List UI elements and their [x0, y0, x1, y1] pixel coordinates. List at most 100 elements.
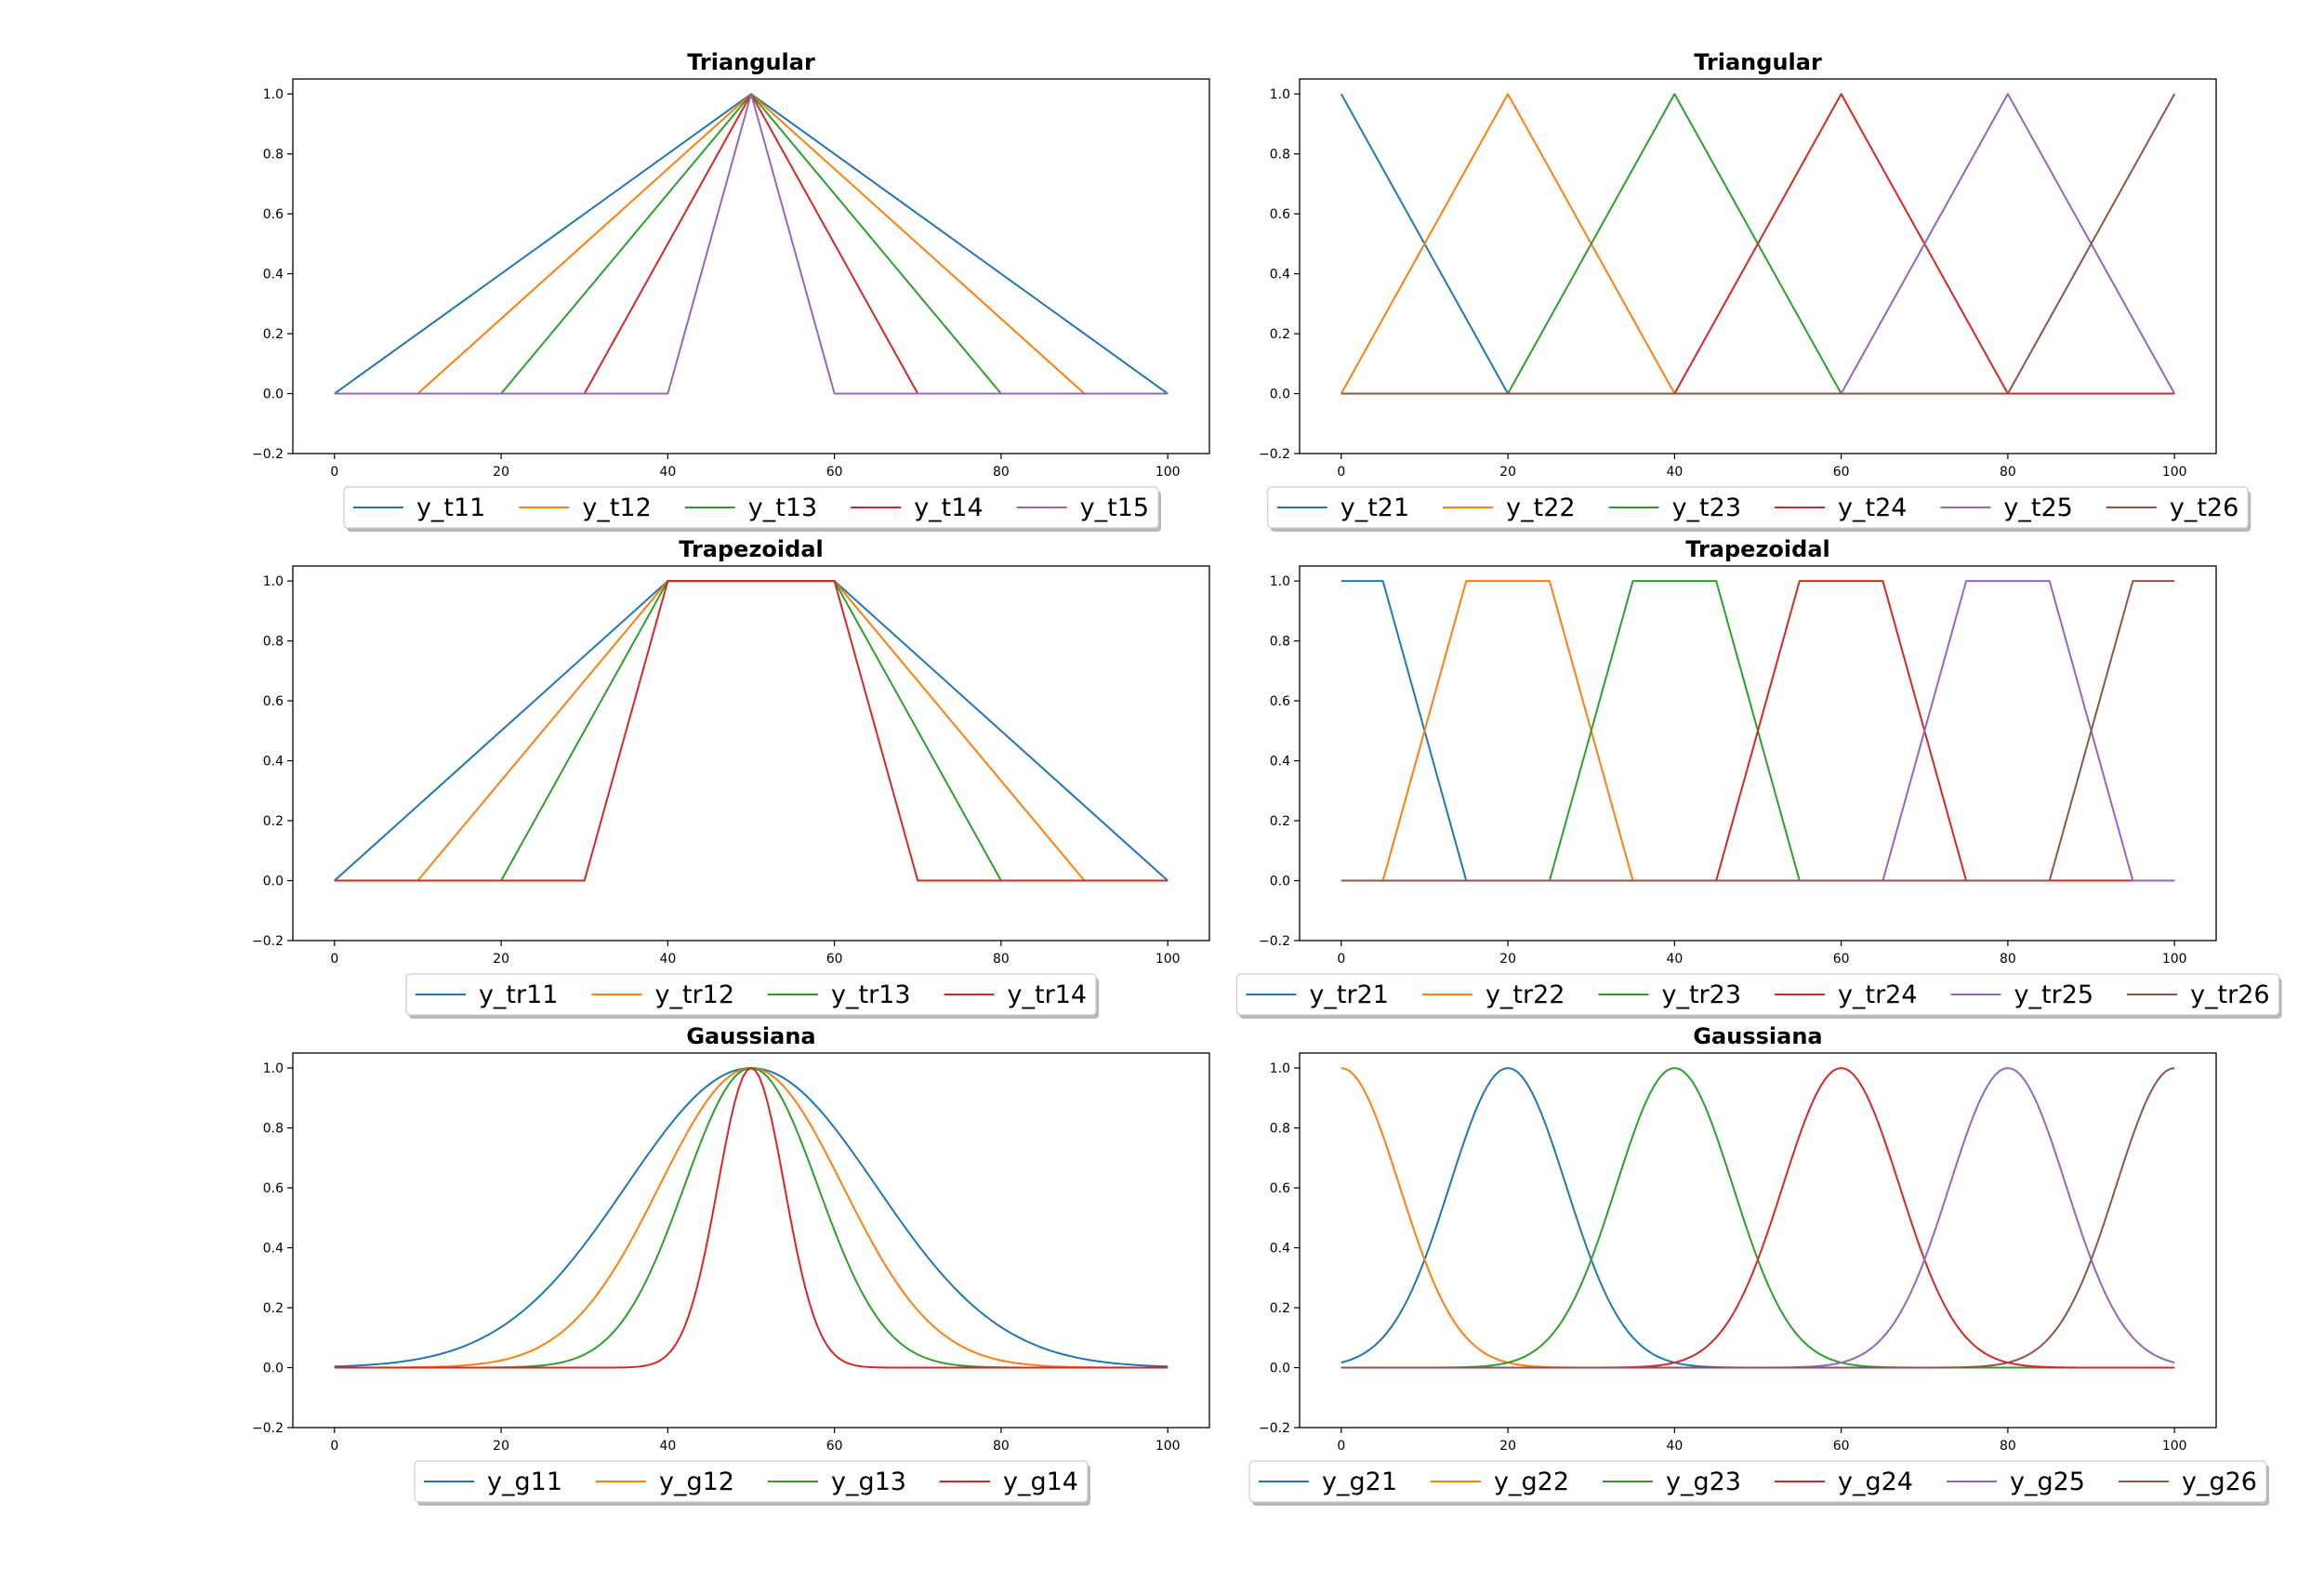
- y-tick-label: 1.0: [1270, 1061, 1290, 1076]
- plot-area: [1340, 580, 2175, 882]
- y-tick-label: 0.8: [1270, 635, 1290, 650]
- x-tick-label: 40: [1666, 465, 1683, 480]
- series-line-y_g14: [334, 1067, 1169, 1369]
- x-tick-label: 60: [826, 1439, 843, 1454]
- x-tick-label: 20: [493, 465, 509, 480]
- legend-label: y_tr11: [479, 981, 559, 1009]
- legend-box: [405, 973, 1097, 1016]
- legend-label: y_tr12: [654, 981, 734, 1009]
- series-line-y_g26: [1340, 1067, 2175, 1369]
- legend-label: y_tr14: [1008, 981, 1088, 1009]
- y-tick-label: 0.8: [263, 148, 284, 163]
- y-tick-label: 0.6: [1270, 207, 1290, 222]
- series-line-y_tr12: [334, 580, 1169, 882]
- y-tick-label: 0.4: [1270, 268, 1290, 283]
- legend-label: y_t25: [2003, 494, 2072, 522]
- subplot-title: Triangular: [687, 49, 815, 75]
- legend-label: y_g21: [1322, 1468, 1397, 1496]
- y-tick-label: 0.6: [263, 694, 284, 709]
- axes-frame: [1299, 565, 2217, 941]
- legend-label: y_t26: [2170, 494, 2238, 522]
- x-tick-label: 0: [1337, 952, 1345, 967]
- y-tick-label: 0.4: [263, 268, 284, 283]
- legend-label: y_tr22: [1486, 981, 1565, 1009]
- plot-area: [334, 580, 1169, 882]
- y-tick-label: 1.0: [1270, 574, 1290, 589]
- legend-label: y_g24: [1838, 1468, 1913, 1496]
- series-line-y_t12: [334, 93, 1169, 395]
- legend: y_t21 y_t22 y_t23 y_t24 y_t25 y_t26: [1267, 486, 2251, 532]
- x-tick-label: 20: [1499, 952, 1516, 967]
- series-line-y_t11: [334, 93, 1169, 395]
- series-line-y_t26: [1340, 93, 2176, 395]
- x-tick-label: 80: [993, 952, 1010, 967]
- subplot-title: Triangular: [1694, 49, 1822, 75]
- x-tick-label: 0: [330, 952, 338, 967]
- axes-frame: [292, 1052, 1210, 1429]
- axes-frame: [292, 78, 1210, 454]
- y-tick-label: 0.0: [1270, 875, 1290, 889]
- plot-area: [334, 93, 1169, 395]
- y-tick-label: 0.0: [263, 388, 284, 402]
- subplot-2: Triangular 0 20 40 60 80 100 −0.2 0.0 0.2 0.4 0.6 0.…: [1259, 49, 2251, 532]
- y-tick-label: 0.2: [263, 814, 284, 829]
- x-tick-label: 40: [1666, 1439, 1683, 1454]
- legend-label: y_t22: [1506, 494, 1575, 522]
- y-tick-label: 1.0: [263, 574, 284, 589]
- x-tick-label: 100: [2162, 1439, 2187, 1454]
- y-tick-label: 0.8: [1270, 1122, 1290, 1137]
- legend-label: y_g12: [659, 1468, 734, 1496]
- legend-label: y_g25: [2010, 1468, 2085, 1496]
- plot-area: [1340, 93, 2176, 395]
- legend-label: y_g11: [487, 1468, 562, 1496]
- x-tick-label: 60: [826, 952, 843, 967]
- legend-label: y_t12: [582, 494, 651, 522]
- legend-label: y_g22: [1494, 1468, 1569, 1496]
- x-tick-label: 20: [1499, 1439, 1516, 1454]
- legend-box: [1235, 973, 2280, 1016]
- y-tick-label: 0.2: [1270, 814, 1290, 829]
- legend-label: y_t21: [1340, 494, 1409, 522]
- series-line-y_t13: [334, 93, 1169, 395]
- series-line-y_tr26: [1340, 580, 2175, 882]
- y-tick-label: 0.0: [1270, 388, 1290, 402]
- y-tick-label: 1.0: [263, 87, 284, 102]
- series-line-y_g25: [1340, 1067, 2175, 1369]
- series-line-y_t14: [334, 93, 1169, 395]
- y-tick-label: 0.8: [263, 1122, 284, 1137]
- x-tick-label: 80: [2000, 1439, 2016, 1454]
- legend-box: [414, 1460, 1089, 1503]
- y-tick-label: 0.2: [263, 327, 284, 342]
- legend-label: y_tr23: [1661, 981, 1741, 1009]
- x-tick-label: 0: [330, 465, 338, 480]
- y-tick-label: 0.4: [1270, 755, 1290, 770]
- series-line-y_tr11: [334, 580, 1169, 882]
- series-line-y_g23: [1340, 1067, 2175, 1369]
- legend-box: [1248, 1460, 2267, 1503]
- legend-label: y_t13: [748, 494, 817, 522]
- x-tick-label: 80: [993, 465, 1010, 480]
- x-tick-label: 60: [826, 465, 843, 480]
- plot-area: [1340, 1067, 2175, 1369]
- x-tick-label: 40: [1666, 952, 1683, 967]
- legend: y_tr21 y_tr22 y_tr23 y_tr24 y_tr25 y_tr26: [1235, 973, 2282, 1019]
- y-tick-label: −0.2: [1259, 1421, 1290, 1436]
- y-tick-label: −0.2: [252, 1421, 284, 1436]
- y-tick-label: 0.0: [263, 875, 284, 889]
- legend-box: [343, 486, 1159, 529]
- legend: y_g11 y_g12 y_g13 y_g14: [414, 1460, 1090, 1506]
- subplot-title: Gaussiana: [1693, 1023, 1822, 1049]
- series-line-y_tr24: [1340, 580, 2175, 882]
- x-tick-label: 100: [1155, 1439, 1181, 1454]
- y-tick-label: 0.4: [263, 755, 284, 770]
- x-tick-label: 20: [1499, 465, 1516, 480]
- series-line-y_tr13: [334, 580, 1169, 882]
- axes-frame: [1299, 1052, 2217, 1429]
- series-line-y_g13: [334, 1067, 1169, 1369]
- subplot-1: Triangular 0 20 40 60 80 100 −0.2 0.0 0.2 0.4 0.6 0.…: [252, 49, 1210, 532]
- axes-frame: [1299, 78, 2217, 454]
- y-tick-label: 0.4: [1270, 1242, 1290, 1257]
- y-tick-label: 0.0: [1270, 1362, 1290, 1376]
- legend-label: y_g26: [2182, 1468, 2257, 1496]
